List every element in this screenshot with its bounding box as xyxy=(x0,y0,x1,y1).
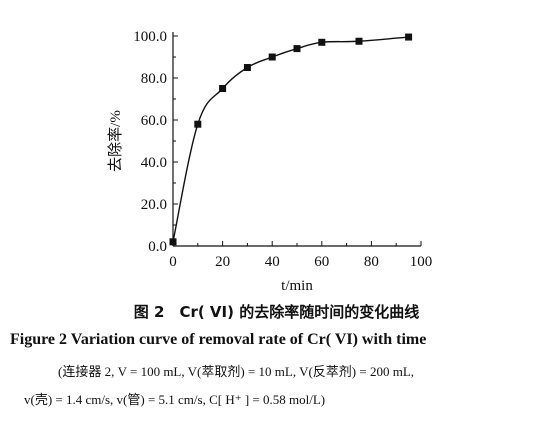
x-tick-label: 40 xyxy=(265,254,280,270)
data-point xyxy=(268,53,276,61)
chart: 0 20 40 60 80 100 0.0 20.0 40.0 60.0 80.0 100.0 t/… xyxy=(107,29,432,294)
series-line xyxy=(172,36,409,242)
y-tick-label: 40.0 xyxy=(141,155,167,171)
conditions-line-2: v(壳) = 1.4 cm/s, v(管) = 5.1 cm/s, C[ H⁺ … xyxy=(24,392,326,407)
data-point xyxy=(405,33,413,41)
series-markers xyxy=(169,33,413,246)
y-axis-title: 去除率/% xyxy=(107,110,124,172)
conditions-line-1: (连接器 2, V = 100 mL, V(萃取剂) = 10 mL, V(反萃… xyxy=(58,364,415,379)
data-point xyxy=(194,120,202,128)
data-point xyxy=(293,45,301,53)
x-axis-ticks: 0 20 40 60 80 100 xyxy=(169,241,432,270)
data-point xyxy=(219,85,227,92)
data-point xyxy=(243,64,251,71)
y-axis-ticks: 0.0 20.0 40.0 60.0 80.0 100.0 xyxy=(133,29,178,255)
y-tick-label: 80.0 xyxy=(141,71,167,87)
data-point xyxy=(355,37,363,45)
y-tick-label: 0.0 xyxy=(148,239,167,255)
y-tick-label: 60.0 xyxy=(141,113,167,129)
y-tick-label: 20.0 xyxy=(141,197,167,213)
x-tick-label: 80 xyxy=(364,254,379,270)
figure-caption-english: Figure 2 Variation curve of removal rate… xyxy=(10,331,427,348)
x-tick-label: 0 xyxy=(169,254,177,270)
x-tick-label: 60 xyxy=(314,254,329,270)
data-point xyxy=(318,38,326,46)
x-tick-label: 100 xyxy=(410,254,433,270)
figure-caption-chinese: 图 2 Cr( VI) 的去除率随时间的变化曲线 xyxy=(133,303,420,321)
chart-axes xyxy=(172,32,421,247)
data-point xyxy=(169,238,177,246)
x-tick-label: 20 xyxy=(215,254,230,270)
y-tick-label: 100.0 xyxy=(133,29,167,45)
x-axis-title: t/min xyxy=(281,278,313,294)
